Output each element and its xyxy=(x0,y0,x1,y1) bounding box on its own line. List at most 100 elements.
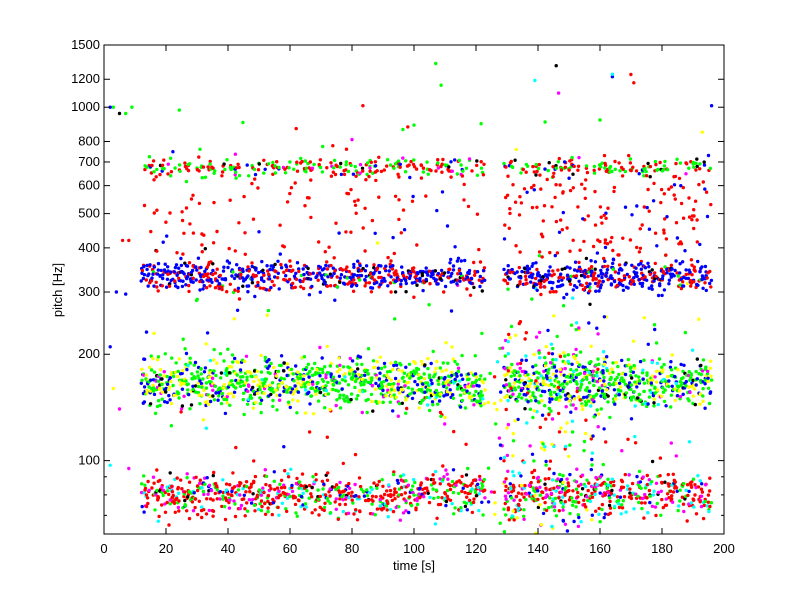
data-point xyxy=(343,275,347,279)
data-point xyxy=(280,381,284,385)
data-point xyxy=(679,362,683,367)
data-point xyxy=(139,490,144,495)
data-point xyxy=(654,513,658,518)
data-point xyxy=(524,358,528,362)
data-point xyxy=(165,489,170,493)
data-point xyxy=(362,494,367,498)
data-point xyxy=(531,365,535,369)
data-point xyxy=(194,265,198,269)
data-point xyxy=(687,370,691,374)
data-point xyxy=(413,480,417,485)
data-point xyxy=(618,169,622,173)
data-point xyxy=(541,496,545,500)
data-point xyxy=(200,393,204,397)
data-point xyxy=(589,265,594,269)
data-point xyxy=(610,477,615,481)
data-point xyxy=(401,473,406,477)
data-point xyxy=(617,372,621,377)
data-point xyxy=(646,161,650,166)
data-point xyxy=(363,206,367,210)
data-point xyxy=(452,429,456,434)
data-point xyxy=(709,501,714,505)
data-point xyxy=(498,443,503,447)
data-point xyxy=(203,247,207,251)
data-point xyxy=(384,378,389,382)
data-point xyxy=(642,205,646,209)
data-point xyxy=(307,382,311,386)
data-point xyxy=(412,477,416,482)
data-point xyxy=(407,362,412,366)
data-point xyxy=(606,490,611,495)
data-point xyxy=(648,500,652,505)
data-point xyxy=(516,417,520,422)
data-point xyxy=(689,384,694,389)
data-point xyxy=(595,326,599,330)
data-point xyxy=(351,501,355,505)
data-point xyxy=(553,253,557,258)
data-point xyxy=(561,518,565,523)
data-point xyxy=(504,165,508,169)
data-point xyxy=(546,168,550,173)
data-point xyxy=(402,371,407,375)
data-point xyxy=(536,505,541,510)
data-point xyxy=(674,381,678,386)
data-point xyxy=(144,373,148,377)
data-point xyxy=(582,498,586,502)
data-point xyxy=(170,356,174,360)
data-point xyxy=(192,491,196,495)
data-point xyxy=(551,269,555,273)
data-point xyxy=(188,407,192,411)
data-point xyxy=(600,161,604,165)
data-point xyxy=(250,261,254,265)
data-point xyxy=(323,406,327,410)
data-point xyxy=(601,350,606,354)
data-point xyxy=(661,368,665,372)
data-point xyxy=(449,274,453,278)
data-point xyxy=(451,268,456,272)
data-point xyxy=(317,271,322,275)
data-point xyxy=(337,374,342,378)
data-point xyxy=(401,375,405,379)
data-point xyxy=(513,158,517,162)
data-point xyxy=(212,347,216,352)
data-point xyxy=(332,271,336,276)
data-point xyxy=(554,358,558,362)
data-point xyxy=(393,388,397,392)
data-point xyxy=(577,326,581,330)
data-point xyxy=(211,272,215,277)
data-point xyxy=(586,498,590,503)
data-point xyxy=(358,389,362,393)
data-point xyxy=(207,508,211,513)
data-point xyxy=(570,362,574,366)
data-point xyxy=(699,372,703,377)
data-point xyxy=(661,505,665,510)
data-point xyxy=(555,251,560,255)
data-point xyxy=(359,383,363,387)
data-point xyxy=(585,281,589,285)
data-point xyxy=(414,167,419,171)
data-point xyxy=(223,277,228,281)
data-point xyxy=(427,500,432,505)
data-point xyxy=(179,478,183,482)
data-point xyxy=(252,379,256,384)
data-point xyxy=(243,359,247,364)
data-point xyxy=(709,378,714,382)
data-point xyxy=(693,269,697,273)
data-point xyxy=(650,378,655,382)
data-point xyxy=(407,380,411,384)
data-point xyxy=(393,360,398,364)
data-point xyxy=(304,388,308,392)
data-point xyxy=(650,504,655,508)
data-point xyxy=(297,480,302,484)
data-point xyxy=(423,390,427,394)
data-point xyxy=(373,513,377,517)
data-point xyxy=(245,378,249,382)
data-point xyxy=(479,166,484,170)
data-point xyxy=(452,512,456,516)
data-point xyxy=(641,368,645,372)
x-tick-label: 80 xyxy=(345,541,359,556)
data-point xyxy=(568,266,572,270)
data-point xyxy=(377,479,381,484)
data-point xyxy=(547,467,552,471)
data-point xyxy=(371,409,375,413)
